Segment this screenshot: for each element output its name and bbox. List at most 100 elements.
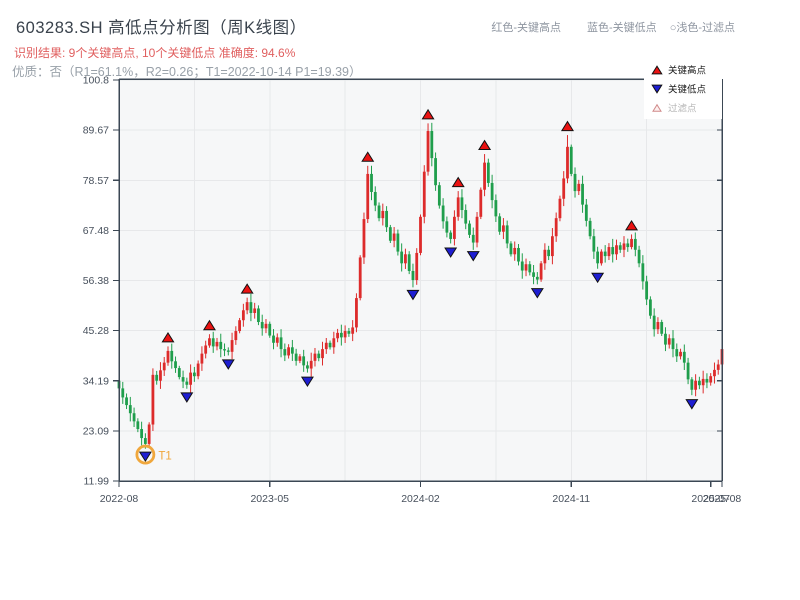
plot-legend-label: 关键低点	[668, 84, 707, 96]
candle-body	[524, 264, 528, 271]
candle-body	[396, 233, 400, 252]
candle-body	[671, 338, 675, 350]
candle-body	[498, 216, 502, 232]
key-high-marker	[451, 176, 465, 188]
candle-body	[716, 364, 720, 370]
candle-body	[633, 238, 637, 250]
candle-body	[626, 243, 630, 248]
candle-body	[294, 353, 298, 361]
candle-body	[558, 198, 562, 219]
header-legend-filter: ○浅色-过滤点	[669, 22, 735, 34]
key-high-marker	[240, 283, 254, 294]
candle-body	[215, 341, 219, 347]
candle-body	[430, 131, 434, 159]
y-tick-label: 23.09	[83, 425, 109, 437]
candle-body	[355, 298, 358, 328]
candle-body	[324, 342, 328, 350]
y-tick-label: 56.38	[83, 275, 109, 287]
candle-body	[140, 429, 144, 439]
candle-body	[219, 341, 223, 350]
candle-body	[245, 302, 249, 311]
key-low-marker	[406, 289, 420, 301]
candle-body	[483, 162, 486, 190]
candle-body	[162, 362, 166, 371]
candle-body	[520, 261, 524, 271]
candle-body	[351, 327, 355, 334]
candle-body	[166, 350, 170, 363]
candle-body	[321, 349, 324, 359]
candle-body	[630, 238, 633, 248]
candle-body	[554, 218, 558, 237]
candle-body	[283, 349, 287, 356]
candle-body	[249, 302, 253, 313]
candle-body	[652, 315, 656, 330]
candle-body	[192, 372, 196, 377]
x-tick-label: 2025-07	[691, 493, 730, 505]
candle-body	[422, 171, 426, 217]
candle-body	[317, 353, 321, 359]
candle-body	[569, 146, 573, 174]
x-tick-label: 2024-02	[401, 493, 440, 505]
candle-body	[381, 210, 385, 219]
candle-body	[573, 173, 577, 192]
candle-body	[611, 247, 615, 255]
candle-body	[460, 197, 464, 211]
candle-body	[230, 340, 234, 352]
candle-body	[147, 424, 151, 444]
key-high-marker	[361, 151, 375, 162]
candle-body	[174, 361, 177, 369]
candle-body	[253, 308, 257, 313]
y-tick-label: 67.48	[83, 225, 109, 237]
header-legend-key-low: 蓝色-关键低点	[587, 22, 657, 34]
candle-body	[690, 379, 694, 390]
candle-body	[275, 337, 279, 343]
key-low-marker	[466, 251, 480, 262]
candle-body	[437, 185, 441, 206]
candle-body	[238, 320, 241, 332]
candle-body	[362, 219, 366, 258]
candle-body	[464, 210, 468, 224]
candle-body	[682, 351, 686, 363]
key-low-marker	[300, 376, 314, 388]
t1-circle	[135, 444, 156, 465]
candle-body	[309, 360, 313, 369]
y-tick-label: 11.99	[84, 476, 110, 488]
candle-body	[494, 200, 498, 217]
candle-body	[513, 247, 517, 255]
key-low-marker	[138, 451, 152, 463]
candle-body	[339, 332, 343, 338]
candle-body	[159, 370, 162, 381]
candle-body	[441, 205, 445, 222]
candle-body	[268, 323, 272, 336]
candle-body	[566, 146, 569, 179]
key-low-marker	[685, 399, 699, 410]
candle-body	[551, 236, 554, 257]
candle-body	[543, 249, 547, 264]
plot-legend-key-high-icon	[651, 65, 663, 75]
t1-label: T1	[158, 451, 171, 463]
plot-legend-filter-icon	[652, 103, 662, 112]
candle-body	[272, 335, 275, 343]
candle-body	[264, 323, 268, 329]
candle-body	[622, 243, 626, 250]
candle-body	[528, 264, 532, 273]
candle-body	[400, 251, 404, 264]
candle-body	[121, 388, 125, 398]
candle-body	[313, 353, 317, 361]
candle-body	[404, 254, 407, 264]
header-legend-key-high: 红色-关键高点	[491, 22, 562, 34]
candle-body	[208, 338, 211, 346]
candle-body	[449, 232, 453, 239]
candle-body	[211, 338, 215, 347]
candle-body	[287, 347, 290, 356]
candle-body	[151, 374, 155, 425]
candle-body	[588, 220, 592, 237]
candle-body	[664, 333, 667, 345]
candle-body	[407, 254, 411, 271]
x-tick-label: 2022-08	[100, 493, 139, 505]
candle-body	[577, 183, 581, 192]
candle-body	[532, 272, 535, 277]
candle-body	[581, 183, 584, 205]
candle-body	[358, 257, 362, 299]
